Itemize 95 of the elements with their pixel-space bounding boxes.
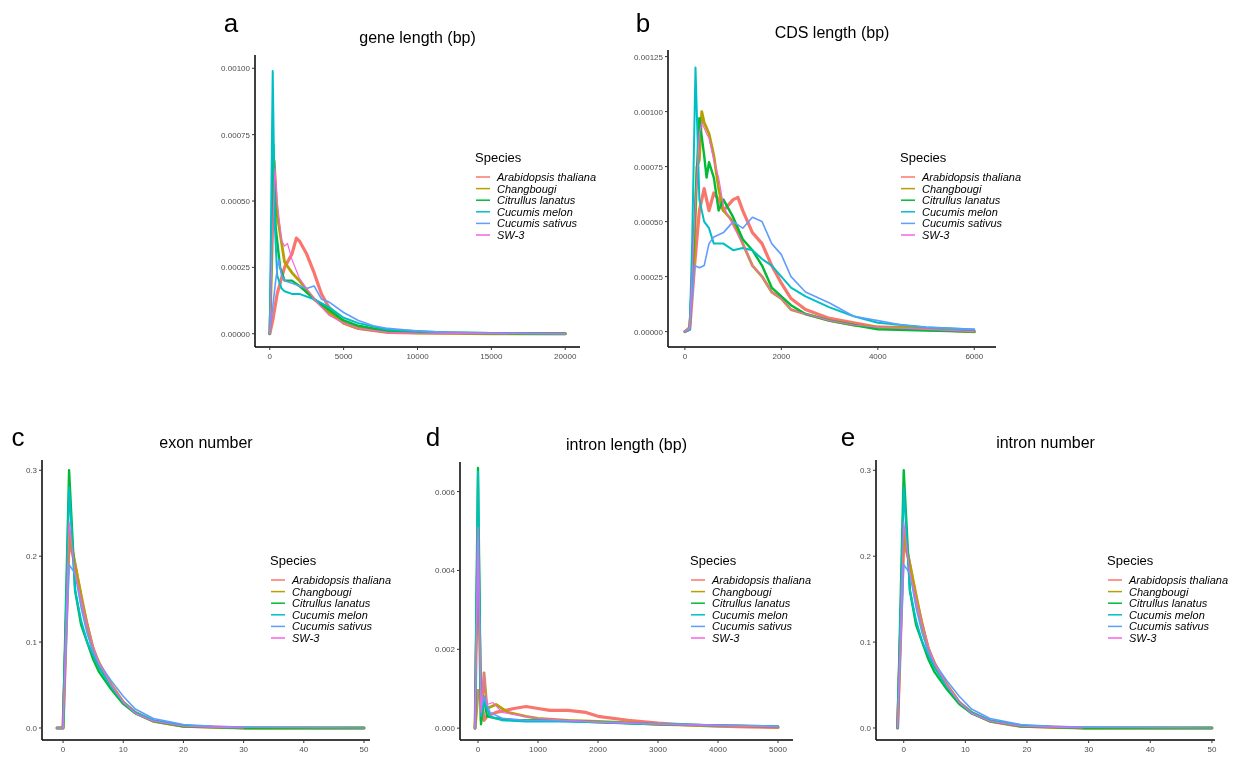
legend-label: Cucumis sativus — [1129, 620, 1210, 633]
y-tick-label: 0.00000 — [221, 329, 251, 339]
chart-title: CDS length (bp) — [774, 24, 890, 41]
legend-label: Citrullus lanatus — [292, 597, 371, 610]
y-tick-label: 0.00025 — [221, 263, 251, 273]
legend-label: Changbougi — [292, 585, 352, 598]
legend-label: SW-3 — [1129, 632, 1158, 644]
legend-label: Cucumis melon — [497, 205, 573, 218]
x-tick-label: 50 — [1207, 745, 1217, 754]
x-tick-label: 20 — [178, 745, 189, 754]
legend-label: Arabidopsis thaliana — [496, 171, 597, 183]
legend-title: Species — [475, 150, 522, 165]
chart-title: intron length (bp) — [566, 436, 687, 453]
x-tick-label: 5000 — [769, 745, 788, 754]
y-tick-label: 0.00000 — [634, 327, 664, 337]
y-tick-label: 0.006 — [434, 487, 456, 497]
legend-label: Changbougi — [712, 585, 772, 598]
legend-label: SW-3 — [712, 632, 741, 644]
y-tick-label: 0.00100 — [634, 107, 664, 117]
x-tick-label: 6000 — [965, 352, 984, 361]
legend-label: Changbougi — [497, 182, 557, 195]
legend-label: SW-3 — [497, 229, 526, 241]
legend-title: Species — [270, 553, 317, 568]
x-tick-label: 15000 — [480, 352, 504, 361]
y-tick-label: 0.00125 — [634, 52, 664, 62]
x-tick-label: 20000 — [554, 352, 577, 361]
y-tick-label: 0.0 — [25, 723, 38, 733]
legend-label: Arabidopsis thaliana — [291, 574, 392, 586]
legend-label: Citrullus lanatus — [497, 194, 576, 207]
legend-label: Cucumis sativus — [292, 620, 373, 633]
x-tick-label: 10 — [960, 745, 971, 754]
text: a — [223, 8, 239, 38]
legend-label: Changbougi — [922, 182, 982, 195]
x-tick-label: 30 — [239, 745, 249, 754]
y-tick-label: 0.00100 — [221, 64, 251, 74]
legend-label: Arabidopsis thaliana — [1128, 574, 1229, 586]
x-tick-label: 40 — [299, 745, 309, 754]
x-tick-label: 0 — [60, 745, 66, 754]
legend-label: SW-3 — [922, 229, 951, 241]
x-tick-label: 50 — [359, 745, 369, 754]
x-tick-label: 40 — [1145, 745, 1156, 754]
y-tick-label: 0.002 — [434, 645, 456, 655]
legend-label: SW-3 — [292, 632, 321, 644]
chart-title: gene length (bp) — [359, 29, 476, 46]
legend-label: Cucumis melon — [712, 608, 788, 621]
x-tick-label: 5000 — [334, 352, 354, 361]
legend-label: Citrullus lanatus — [1129, 597, 1208, 610]
legend-label: Cucumis sativus — [712, 620, 793, 633]
chart-title: intron number — [996, 434, 1096, 451]
y-tick-label: 0.000 — [434, 724, 456, 734]
y-tick-label: 0.004 — [434, 566, 456, 576]
x-tick-label: 3000 — [649, 745, 668, 754]
legend-label: Cucumis melon — [292, 608, 368, 621]
y-tick-label: 0.3 — [25, 466, 38, 476]
legend-label: Cucumis sativus — [922, 217, 1003, 230]
x-tick-label: 20 — [1022, 745, 1033, 754]
chart-title: exon number — [159, 434, 254, 451]
legend-label: Arabidopsis thaliana — [921, 171, 1022, 183]
x-tick-label: 4000 — [709, 745, 728, 754]
text: c — [11, 422, 25, 452]
legend-label: Changbougi — [1129, 585, 1189, 598]
y-tick-label: 0.00050 — [221, 197, 251, 206]
y-tick-label: 0.3 — [859, 466, 872, 476]
y-tick-label: 0.1 — [25, 638, 38, 648]
legend-title: Species — [900, 150, 947, 165]
y-tick-label: 0.1 — [859, 638, 872, 648]
x-tick-label: 0 — [901, 745, 907, 754]
y-tick-label: 0.2 — [859, 552, 872, 562]
legend-label: Citrullus lanatus — [922, 194, 1001, 207]
x-tick-label: 10000 — [406, 352, 430, 361]
y-tick-label: 0.00050 — [634, 217, 664, 227]
text: e — [840, 422, 856, 452]
y-tick-label: 0.00075 — [221, 130, 251, 140]
legend-label: Citrullus lanatus — [712, 597, 791, 610]
legend-label: Cucumis melon — [922, 205, 998, 218]
legend-label: Cucumis melon — [1129, 608, 1205, 621]
x-tick-label: 0 — [682, 352, 688, 361]
text: b — [635, 8, 651, 38]
x-tick-label: 0 — [475, 745, 481, 754]
x-tick-label: 10 — [118, 745, 129, 754]
legend-label: Cucumis sativus — [497, 217, 578, 230]
y-tick-label: 0.00075 — [634, 162, 664, 172]
y-tick-label: 0.0 — [859, 723, 872, 733]
x-tick-label: 4000 — [868, 352, 888, 361]
y-tick-label: 0.00025 — [634, 272, 664, 282]
legend-title: Species — [690, 553, 737, 568]
y-tick-label: 0.2 — [25, 552, 38, 562]
x-tick-label: 0 — [267, 352, 273, 361]
x-tick-label: 30 — [1084, 745, 1094, 754]
text: d — [425, 422, 441, 452]
x-tick-label: 2000 — [589, 745, 608, 754]
legend-title: Species — [1107, 553, 1154, 568]
x-tick-label: 2000 — [772, 352, 791, 361]
legend-label: Arabidopsis thaliana — [711, 574, 812, 586]
x-tick-label: 1000 — [529, 745, 548, 754]
